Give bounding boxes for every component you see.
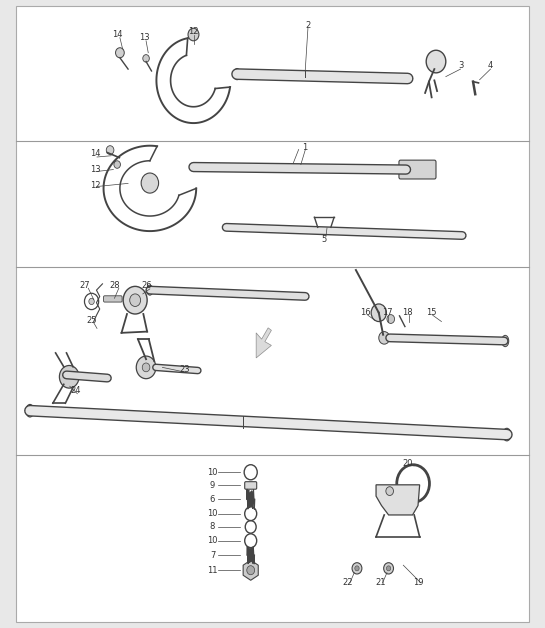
Ellipse shape xyxy=(26,404,34,417)
Text: 21: 21 xyxy=(375,578,386,587)
Text: 13: 13 xyxy=(139,33,150,42)
Text: 18: 18 xyxy=(402,308,413,317)
Text: 3: 3 xyxy=(458,62,463,70)
Circle shape xyxy=(426,50,446,73)
Circle shape xyxy=(141,173,159,193)
Text: 10: 10 xyxy=(207,536,218,545)
Ellipse shape xyxy=(503,428,511,441)
Text: 20: 20 xyxy=(402,459,413,468)
Polygon shape xyxy=(243,560,258,580)
Ellipse shape xyxy=(234,68,240,80)
Circle shape xyxy=(247,566,255,575)
Text: 25: 25 xyxy=(86,316,97,325)
Text: 22: 22 xyxy=(342,578,353,587)
Circle shape xyxy=(136,356,156,379)
Circle shape xyxy=(355,566,359,571)
Text: 12: 12 xyxy=(188,27,199,36)
Text: 17: 17 xyxy=(382,308,392,317)
Text: 1: 1 xyxy=(302,143,308,152)
Circle shape xyxy=(59,365,79,388)
Circle shape xyxy=(114,161,120,168)
Ellipse shape xyxy=(501,335,509,347)
Circle shape xyxy=(142,363,150,372)
FancyBboxPatch shape xyxy=(245,482,257,489)
Circle shape xyxy=(116,48,124,58)
Text: 10: 10 xyxy=(207,509,218,518)
FancyBboxPatch shape xyxy=(104,296,122,302)
Text: 11: 11 xyxy=(207,566,218,575)
Circle shape xyxy=(384,563,393,574)
Polygon shape xyxy=(256,328,271,358)
Text: 7: 7 xyxy=(210,551,215,560)
Circle shape xyxy=(188,28,199,41)
Text: 26: 26 xyxy=(142,281,153,290)
Text: 4: 4 xyxy=(488,62,493,70)
Text: 9: 9 xyxy=(210,481,215,490)
Circle shape xyxy=(386,487,393,495)
Circle shape xyxy=(379,332,390,344)
FancyBboxPatch shape xyxy=(399,160,436,179)
Text: 19: 19 xyxy=(413,578,424,587)
Circle shape xyxy=(123,286,147,314)
Circle shape xyxy=(386,566,391,571)
Circle shape xyxy=(371,304,386,322)
Text: 28: 28 xyxy=(109,281,120,290)
Circle shape xyxy=(352,563,362,574)
Text: 23: 23 xyxy=(179,365,190,374)
Text: 15: 15 xyxy=(426,308,437,317)
Text: 16: 16 xyxy=(360,308,371,317)
Circle shape xyxy=(387,315,395,323)
Text: 14: 14 xyxy=(90,149,101,158)
Text: 2: 2 xyxy=(305,21,311,30)
Text: 6: 6 xyxy=(210,495,215,504)
Ellipse shape xyxy=(147,285,153,295)
Circle shape xyxy=(106,146,114,154)
Text: 13: 13 xyxy=(90,165,101,174)
Text: 10: 10 xyxy=(207,468,218,477)
Text: 8: 8 xyxy=(210,522,215,531)
Text: 12: 12 xyxy=(90,181,101,190)
Text: 5: 5 xyxy=(322,236,327,244)
Circle shape xyxy=(89,298,94,305)
FancyBboxPatch shape xyxy=(16,6,529,622)
Text: 24: 24 xyxy=(70,386,81,395)
Text: 27: 27 xyxy=(79,281,90,290)
Circle shape xyxy=(130,294,141,306)
Polygon shape xyxy=(376,485,420,515)
Text: 14: 14 xyxy=(112,30,123,39)
Circle shape xyxy=(143,55,149,62)
